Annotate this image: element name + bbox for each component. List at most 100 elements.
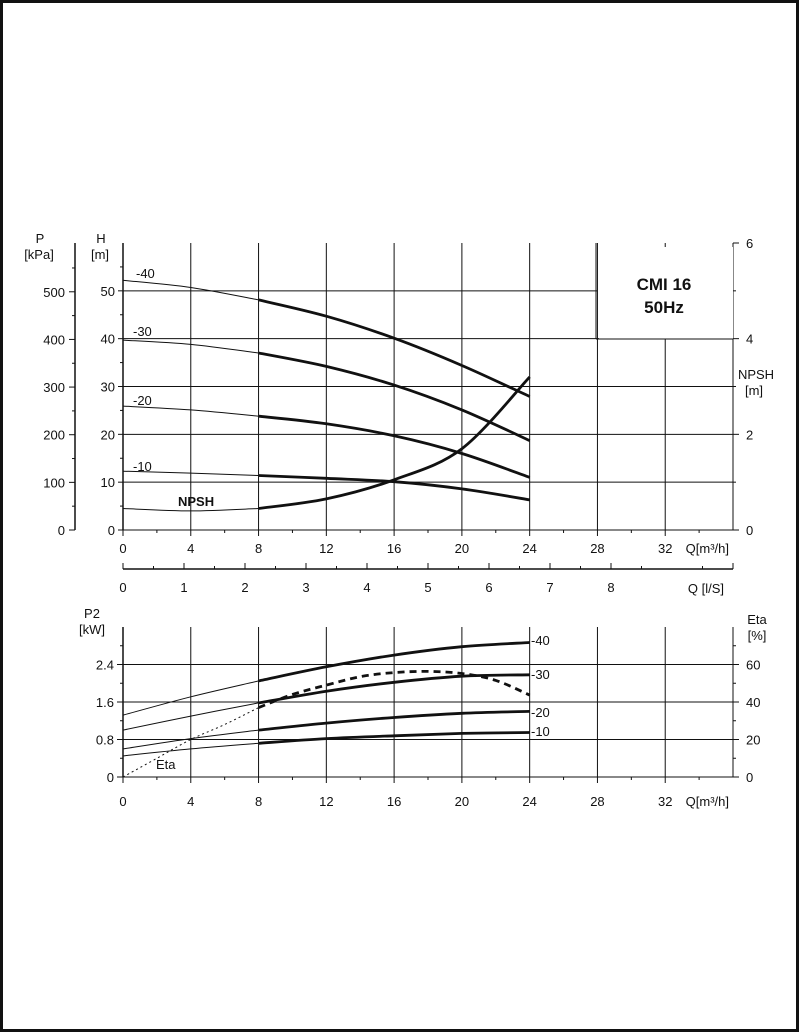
q-ls-tick-label-8: 8 xyxy=(607,580,614,595)
q-tick-label-0: 0 xyxy=(119,541,126,556)
q-bottom-tick-label-28: 28 xyxy=(590,794,604,809)
q-m3h-axis-unit: Q[m³/h] xyxy=(686,541,729,556)
q-ls-tick-label-7: 7 xyxy=(546,580,553,595)
power-curve-40-thick xyxy=(258,641,530,683)
npsh-tick-label-0: 0 xyxy=(746,523,753,538)
q-bottom-tick-label-20: 20 xyxy=(455,794,469,809)
h-tick-label-30: 30 xyxy=(101,380,115,395)
q-ls-tick-label-6: 6 xyxy=(485,580,492,595)
head-curve-NPSH-thick xyxy=(258,375,531,510)
chart-title-frequency: 50Hz xyxy=(644,298,684,317)
q-ls-tick-label-5: 5 xyxy=(424,580,431,595)
p-axis-label: P xyxy=(36,231,45,246)
p2-axis-label: P2 xyxy=(84,606,100,621)
p2-tick-label-1-6: 1.6 xyxy=(96,695,114,710)
power-curve-10-thin xyxy=(122,742,259,757)
power-label-minus20: -20 xyxy=(531,705,550,720)
power-chart-grid: 0 0.8 1.6 2.4 0 20 40 60 0 4 8 12 16 20 24 28 32 xyxy=(96,627,760,809)
head-curve-30-thick xyxy=(258,351,531,442)
q-tick-label-20: 20 xyxy=(455,541,469,556)
q-bottom-tick-label-4: 4 xyxy=(187,794,194,809)
p-axis-unit: [kPa] xyxy=(24,247,54,262)
eta-tick-label-0: 0 xyxy=(746,770,753,785)
p-tick-label-500: 500 xyxy=(43,285,65,300)
h-axis-unit: [m] xyxy=(91,247,109,262)
p-tick-label-400: 400 xyxy=(43,332,65,347)
q-m3h-axis-unit-bottom: Q[m³/h] xyxy=(686,794,729,809)
curve-label-npsh: NPSH xyxy=(178,494,214,509)
curve-label-minus30: -30 xyxy=(133,324,152,339)
power-curve-30-thin xyxy=(122,702,259,731)
head-curve-40-thick xyxy=(258,298,531,398)
q-tick-label-4: 4 xyxy=(187,541,194,556)
q-tick-label-28: 28 xyxy=(590,541,604,556)
npsh-tick-label-4: 4 xyxy=(746,332,753,347)
efficiency-label: Eta xyxy=(156,757,176,772)
head-curve-20-thin xyxy=(122,405,259,417)
h-tick-label-20: 20 xyxy=(101,427,115,442)
power-curve-10-thick xyxy=(258,731,530,745)
power-label-minus10: -10 xyxy=(531,724,550,739)
eta-tick-label-20: 20 xyxy=(746,733,760,748)
power-curve-20-thin xyxy=(122,729,259,750)
p-tick-label-100: 100 xyxy=(43,475,65,490)
q-tick-label-24: 24 xyxy=(522,541,536,556)
q-ls-tick-label-3: 3 xyxy=(302,580,309,595)
q-bottom-tick-label-24: 24 xyxy=(522,794,536,809)
chart-title-model: CMI 16 xyxy=(637,275,692,294)
q-tick-label-8: 8 xyxy=(255,541,262,556)
curve-label-minus40: -40 xyxy=(136,266,155,281)
power-label-minus30: -30 xyxy=(531,667,550,682)
title-box-bg xyxy=(599,247,733,339)
head-curve-40-thin xyxy=(122,279,259,301)
p2-tick-label-2-4: 2.4 xyxy=(96,658,114,673)
npsh-tick-label-6: 6 xyxy=(746,236,753,251)
efficiency-curve-thin xyxy=(122,707,259,778)
power-curve-40-thin xyxy=(122,680,259,716)
p2-tick-label-0-8: 0.8 xyxy=(96,733,114,748)
head-curve-20-thick xyxy=(258,414,531,479)
q-tick-label-32: 32 xyxy=(658,541,672,556)
q-ls-tick-label-2: 2 xyxy=(241,580,248,595)
q-bottom-tick-label-0: 0 xyxy=(119,794,126,809)
h-tick-label-10: 10 xyxy=(101,475,115,490)
q-bottom-tick-label-8: 8 xyxy=(255,794,262,809)
q-ls-tick-label-0: 0 xyxy=(119,580,126,595)
eta-axis-label: Eta xyxy=(747,612,767,627)
power-curve-20-thick xyxy=(258,710,530,732)
p-tick-label-200: 200 xyxy=(43,428,65,443)
power-curve-30-thick xyxy=(258,673,530,705)
curve-label-minus10: -10 xyxy=(133,459,152,474)
eta-tick-label-60: 60 xyxy=(746,658,760,673)
p-tick-label-0: 0 xyxy=(58,523,65,538)
q-ls-axis-unit: Q [l/S] xyxy=(688,581,724,596)
h-axis-label: H xyxy=(96,231,105,246)
power-label-minus40: -40 xyxy=(531,633,550,648)
p2-axis-unit: [kW] xyxy=(79,622,105,637)
head-curve-NPSH-thin xyxy=(122,508,259,512)
q-ls-tick-label-1: 1 xyxy=(180,580,187,595)
eta-tick-label-40: 40 xyxy=(746,695,760,710)
head-curve-10-thin xyxy=(122,470,259,476)
h-tick-label-0: 0 xyxy=(108,523,115,538)
p-tick-label-300: 300 xyxy=(43,380,65,395)
eta-axis-unit: [%] xyxy=(748,628,767,643)
q-tick-label-16: 16 xyxy=(387,541,401,556)
q-ls-tick-label-4: 4 xyxy=(363,580,370,595)
q-tick-label-12: 12 xyxy=(319,541,333,556)
h-tick-label-40: 40 xyxy=(101,332,115,347)
q-bottom-tick-label-32: 32 xyxy=(658,794,672,809)
h-tick-label-50: 50 xyxy=(101,284,115,299)
npsh-tick-label-2: 2 xyxy=(746,427,753,442)
head-curve-30-thin xyxy=(122,339,259,354)
power-efficiency-chart: 0 0.8 1.6 2.4 0 20 40 60 0 4 8 12 16 20 24 28 32 P2 [kW]… xyxy=(79,606,768,809)
power-curves xyxy=(122,641,531,778)
head-curves xyxy=(122,279,531,512)
head-curve-10-thick xyxy=(258,474,530,502)
npsh-axis-unit: [m] xyxy=(745,383,763,398)
q-bottom-tick-label-12: 12 xyxy=(319,794,333,809)
